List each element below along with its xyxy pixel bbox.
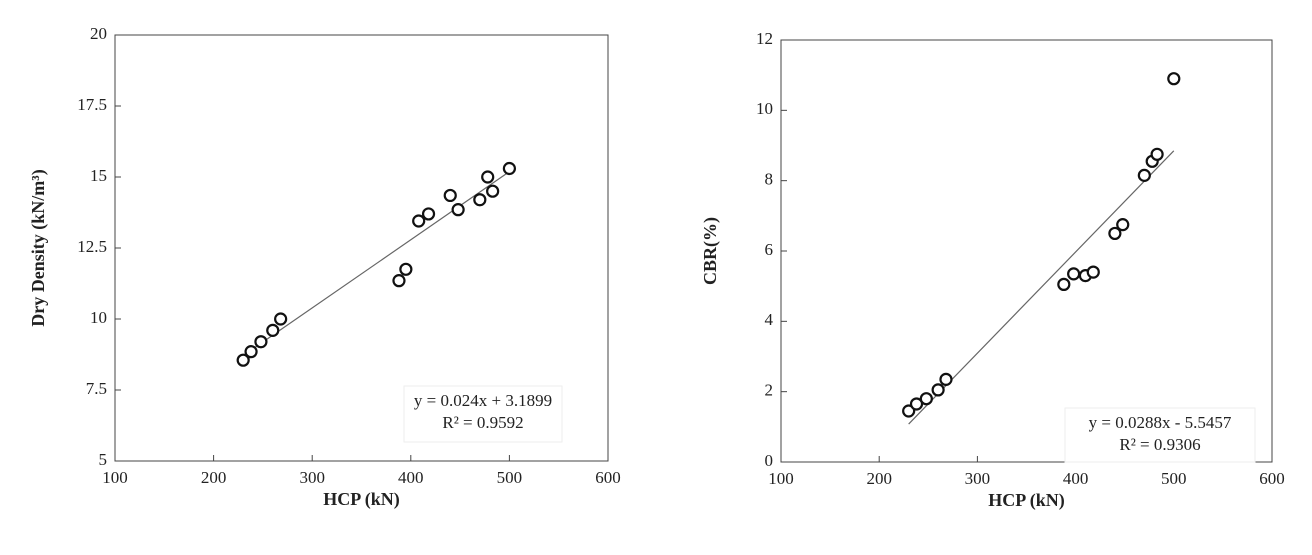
data-point <box>399 262 413 276</box>
x-tick-label: 600 <box>595 468 621 487</box>
data-point <box>1108 226 1122 241</box>
equation-box <box>403 385 563 443</box>
x-axis-label: HCP (kN) <box>323 489 400 510</box>
y-tick-label: 12.5 <box>77 237 107 256</box>
data-point <box>254 335 268 349</box>
data-point <box>931 383 945 397</box>
x-tick-label: 500 <box>1161 469 1187 488</box>
data-point <box>244 345 258 359</box>
x-tick-label: 100 <box>102 468 128 487</box>
trendline <box>908 150 1175 425</box>
data-point <box>1150 147 1164 161</box>
data-point <box>443 188 457 203</box>
data-point <box>486 184 500 198</box>
x-axis-label: HCP (kN) <box>988 490 1065 511</box>
y-tick-label: 10 <box>756 99 773 118</box>
y-tick-label: 17.5 <box>77 95 107 114</box>
data-point <box>919 392 933 406</box>
data-point <box>266 323 280 337</box>
data-point <box>1057 277 1071 292</box>
x-tick-label: 100 <box>768 469 794 488</box>
data-point <box>502 161 516 176</box>
data-point <box>1137 168 1151 182</box>
data-point <box>473 193 487 207</box>
y-axis-label: CBR(%) <box>700 217 721 285</box>
y-tick-label: 10 <box>90 308 107 327</box>
plot-frame <box>780 39 1273 463</box>
y-tick-label: 8 <box>765 170 774 189</box>
x-tick-label: 400 <box>1063 469 1089 488</box>
y-tick-label: 6 <box>765 240 774 259</box>
data-point <box>421 207 436 221</box>
y-tick-label: 5 <box>99 450 108 469</box>
equation-box <box>1064 407 1256 463</box>
data-point <box>451 203 465 217</box>
y-axis-label: Dry Density (kN/m³) <box>28 169 49 326</box>
data-point <box>1067 267 1081 281</box>
y-tick-label: 7.5 <box>86 379 107 398</box>
x-tick-label: 500 <box>497 468 523 487</box>
y-tick-label: 2 <box>765 381 774 400</box>
x-tick-label: 200 <box>201 468 227 487</box>
equation-text: y = 0.024x + 3.1899 <box>414 391 552 410</box>
data-point <box>1167 72 1181 86</box>
data-point <box>1086 265 1100 279</box>
y-tick-label: 12 <box>756 29 773 48</box>
x-tick-label: 600 <box>1259 469 1285 488</box>
data-point <box>1116 218 1130 232</box>
equation-text: R² = 0.9306 <box>1119 435 1200 454</box>
data-point <box>481 170 495 184</box>
y-tick-label: 15 <box>90 166 107 185</box>
data-point <box>909 397 924 411</box>
data-point <box>236 353 250 367</box>
data-point <box>939 372 953 386</box>
data-point <box>274 312 288 326</box>
x-tick-label: 300 <box>299 468 325 487</box>
equation-text: y = 0.0288x - 5.5457 <box>1089 413 1232 432</box>
x-tick-label: 400 <box>398 468 424 487</box>
x-tick-label: 200 <box>866 469 892 488</box>
x-tick-label: 300 <box>965 469 991 488</box>
data-point <box>412 214 426 228</box>
data-point <box>902 404 916 418</box>
y-tick-label: 20 <box>90 24 107 43</box>
y-tick-label: 4 <box>765 310 774 329</box>
equation-text: R² = 0.9592 <box>442 413 523 432</box>
data-point <box>392 274 406 288</box>
y-tick-label: 0 <box>765 451 774 470</box>
trendline <box>242 171 510 357</box>
